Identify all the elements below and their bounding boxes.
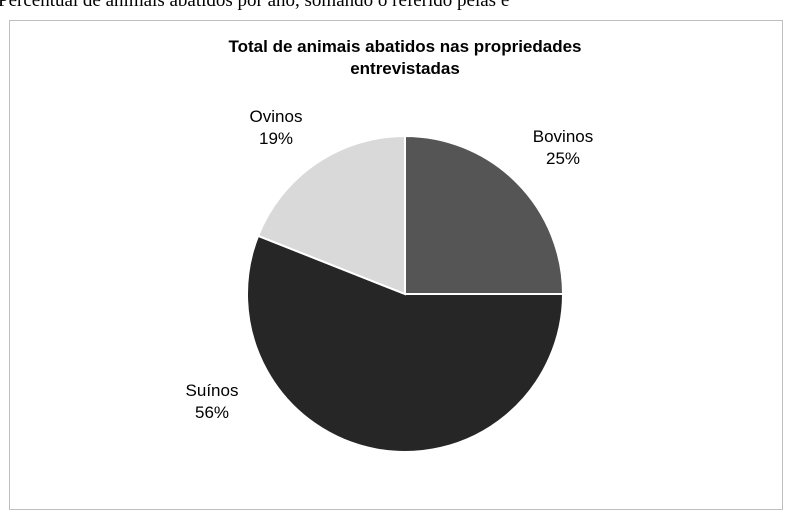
- pie-slice-bovinos: [404, 134, 565, 295]
- chart-title-line-2: entrevistadas: [350, 59, 460, 78]
- pie-chart: Total de animais abatidos nas propriedad…: [186, 37, 594, 454]
- slice-percent-suínos: 56%: [195, 403, 229, 422]
- pie-slice-ovinos: [256, 134, 406, 296]
- pie-labels: Bovinos 25% Suínos 56% Ovinos 19%: [186, 107, 594, 422]
- slice-percent-bovinos: 25%: [546, 149, 580, 168]
- figure-caption: Percentual de animais abatidos por ano, …: [0, 0, 510, 11]
- slice-label-ovinos: Ovinos: [250, 107, 303, 126]
- pie-slice-suínos: [246, 234, 565, 454]
- pie-slices: [246, 134, 565, 454]
- slice-label-bovinos: Bovinos: [533, 127, 593, 146]
- slice-label-suínos: Suínos: [186, 381, 239, 400]
- slice-percent-ovinos: 19%: [259, 129, 293, 148]
- chart-title-line-1: Total de animais abatidos nas propriedad…: [229, 37, 582, 56]
